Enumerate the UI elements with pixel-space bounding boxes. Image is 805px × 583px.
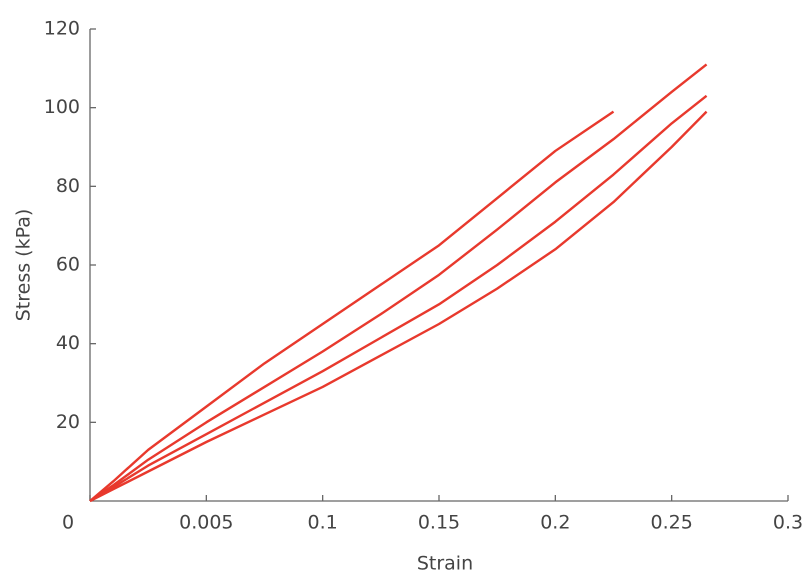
line-series bbox=[89, 94, 708, 503]
line-series bbox=[89, 110, 615, 502]
y-axis-label: Stress (kPa) bbox=[13, 209, 35, 322]
x-tick-label: 0.1 bbox=[308, 512, 338, 534]
x-tick-label: 0.25 bbox=[651, 512, 693, 534]
y-tick-label: 60 bbox=[56, 254, 80, 276]
y-tick-label: 120 bbox=[44, 18, 80, 40]
x-tick-label: 0.15 bbox=[418, 512, 460, 534]
y-tick-label: 40 bbox=[56, 332, 80, 354]
line-series bbox=[89, 110, 708, 503]
y-tick-label: 80 bbox=[56, 175, 80, 197]
line-series bbox=[89, 63, 708, 502]
x-tick-label: 0 bbox=[62, 512, 74, 534]
x-tick-label: 0.005 bbox=[179, 512, 233, 534]
x-axis-label: Strain bbox=[417, 553, 473, 575]
y-tick-label: 20 bbox=[56, 411, 80, 433]
y-tick-label: 100 bbox=[44, 96, 80, 118]
x-tick-label: 0.3 bbox=[773, 512, 803, 534]
x-tick-label: 0.2 bbox=[540, 512, 570, 534]
